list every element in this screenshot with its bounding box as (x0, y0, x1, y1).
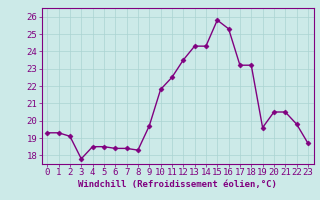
X-axis label: Windchill (Refroidissement éolien,°C): Windchill (Refroidissement éolien,°C) (78, 180, 277, 189)
